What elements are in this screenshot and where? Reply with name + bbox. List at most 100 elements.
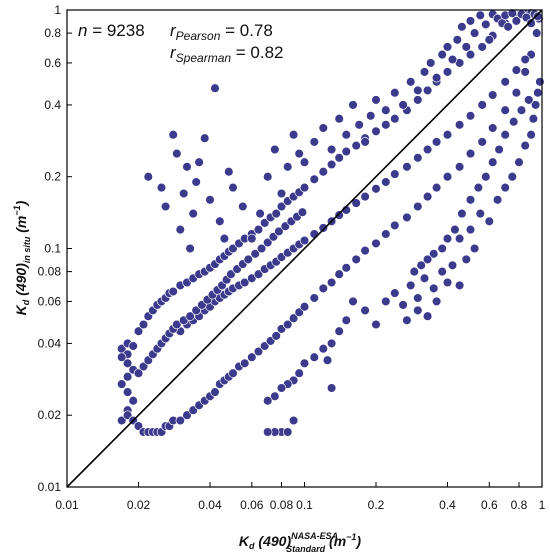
data-point [457, 22, 467, 32]
x-tick-label: 0.1 [296, 498, 313, 512]
data-point [428, 249, 439, 259]
data-point [309, 293, 320, 303]
data-point [413, 305, 423, 316]
y-tick-label: 1 [54, 3, 61, 17]
data-point [431, 296, 442, 307]
data-point [371, 184, 381, 194]
x-axis-title: Kd (490)NASA-ESA Standard (m−1) [239, 531, 362, 554]
data-point [431, 137, 442, 147]
data-point [422, 254, 433, 265]
data-point [318, 343, 329, 354]
data-point [402, 315, 412, 326]
data-point [334, 326, 344, 336]
data-point [172, 319, 182, 330]
data-point [390, 169, 400, 179]
data-point [309, 174, 320, 185]
data-point [128, 395, 138, 406]
data-point [326, 277, 337, 288]
data-point [326, 383, 337, 393]
data-point [182, 410, 192, 420]
data-point [428, 283, 439, 294]
data-point [228, 182, 238, 193]
spearman-annotation: rSpearman = 0.82 [170, 43, 284, 65]
data-point [341, 315, 352, 326]
data-point [318, 123, 329, 133]
data-point [288, 415, 299, 426]
data-point [299, 182, 310, 193]
data-point [168, 129, 178, 140]
data-point [487, 157, 498, 167]
data-point [259, 218, 270, 228]
x-tick-label: 0.8 [511, 498, 528, 512]
data-point [526, 129, 536, 140]
y-tick-label: 0.1 [44, 242, 61, 256]
data-point [276, 201, 287, 212]
data-point [465, 111, 476, 121]
data-point [175, 415, 186, 426]
data-point [413, 153, 423, 163]
data-point [326, 159, 337, 170]
data-point [334, 210, 344, 220]
data-point [437, 49, 447, 60]
data-point [419, 67, 430, 77]
data-point [405, 77, 416, 87]
spearman-value: = 0.82 [231, 43, 283, 62]
data-point [334, 269, 344, 279]
data-point [535, 77, 545, 87]
data-point [465, 16, 476, 26]
data-point [381, 229, 391, 239]
data-point [422, 311, 433, 321]
data-point [511, 16, 522, 26]
y-tick-label: 0.4 [44, 98, 61, 112]
data-point [431, 182, 442, 193]
data-point [473, 182, 484, 193]
data-point [511, 65, 522, 75]
data-point [299, 358, 310, 369]
data-point [271, 331, 281, 341]
y-tick-label: 0.01 [38, 480, 62, 494]
data-point [143, 171, 154, 182]
data-point [168, 286, 178, 297]
data-point [526, 18, 536, 28]
x-tick-label: 0.02 [127, 498, 151, 512]
data-point [253, 224, 264, 235]
data-point [413, 293, 423, 303]
data-point [442, 67, 453, 77]
data-point [371, 238, 381, 249]
data-point [299, 235, 310, 246]
data-point [133, 326, 144, 336]
data-point [431, 72, 442, 83]
data-point [494, 144, 504, 155]
data-point [508, 116, 519, 127]
data-point [226, 269, 236, 279]
data-point [454, 280, 465, 291]
data-point [500, 182, 510, 193]
data-point [128, 341, 138, 351]
x-tick-label: 0.01 [55, 498, 79, 512]
y-tick-label: 0.02 [38, 408, 62, 422]
data-point [447, 54, 458, 65]
data-point [243, 254, 254, 265]
y-tick-label: 0.6 [44, 56, 61, 70]
data-point [416, 260, 426, 271]
data-point [520, 140, 530, 151]
data-point [309, 229, 320, 239]
data-point [492, 195, 503, 205]
data-point [288, 129, 299, 140]
data-point [487, 123, 498, 133]
data-point [447, 260, 458, 271]
data-point [530, 100, 541, 110]
data-point [138, 319, 149, 330]
data-point [262, 237, 273, 248]
data-point [477, 100, 487, 110]
data-point [381, 296, 391, 307]
data-point [318, 223, 329, 233]
data-point [309, 137, 320, 147]
data-point [228, 368, 238, 378]
data-point [341, 146, 352, 157]
data-point [299, 157, 310, 167]
data-point [477, 42, 487, 52]
data-point [351, 198, 361, 208]
data-point [454, 120, 465, 130]
y-tick-label: 0.06 [38, 294, 62, 308]
